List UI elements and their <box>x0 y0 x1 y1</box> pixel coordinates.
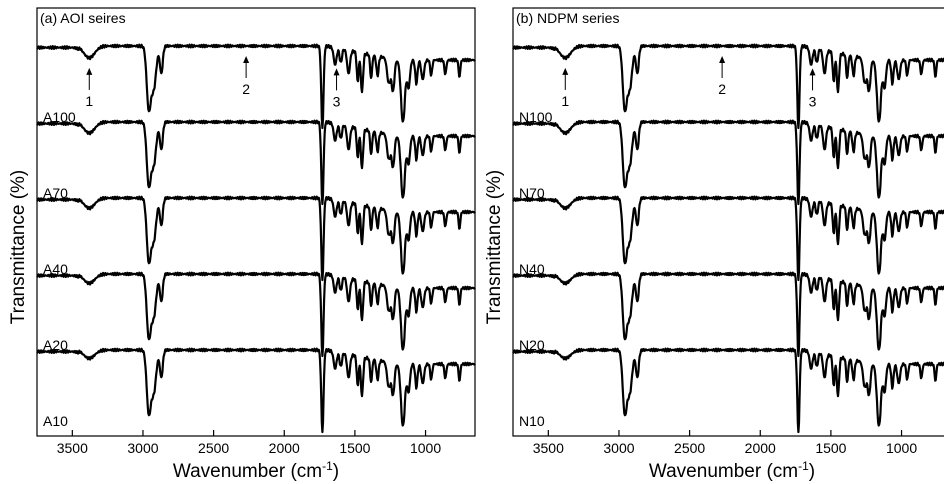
annotation-label: 1 <box>85 93 93 109</box>
x-axis-label-b: Wavenumber (cm-1) <box>649 459 815 482</box>
panel-b-series: N100 N70 N40 N20 N10 <box>512 43 944 434</box>
spectrum-n20 <box>512 271 944 358</box>
x-tick-label: 2500 <box>198 440 229 456</box>
x-tick-label: 3000 <box>603 440 634 456</box>
x-tick-label: 3500 <box>533 440 564 456</box>
series-label-n70: N70 <box>519 185 545 201</box>
x-tick-label: 1500 <box>815 440 846 456</box>
x-tick-label: 2000 <box>269 440 300 456</box>
annotation-label: 2 <box>718 81 726 97</box>
annotation-label: 3 <box>809 93 817 109</box>
spectrum-n100 <box>512 43 944 130</box>
annotation-arrowhead <box>243 56 250 63</box>
series-label-n10: N10 <box>519 413 545 429</box>
x-tick-label: 2500 <box>674 440 705 456</box>
annotation-label: 1 <box>561 93 569 109</box>
panel-a-annotations: 1 2 3 <box>85 56 341 109</box>
annotation-arrowhead <box>333 68 340 76</box>
series-label-a70: A70 <box>43 185 68 201</box>
series-label-n100: N100 <box>519 109 553 125</box>
x-tick-label: 3500 <box>57 440 88 456</box>
series-label-a20: A20 <box>43 337 68 353</box>
spectrum-a100 <box>36 43 476 130</box>
panel-b-title: (b) NDPM series <box>516 10 619 26</box>
spectrum-n70 <box>512 119 944 206</box>
y-axis-label-a: Transmittance (%) <box>8 170 29 325</box>
panel-b: (b) NDPM series 3500 3000 2500 2000 1500 1000… <box>512 7 944 482</box>
panel-a-x-ticks: 3500 3000 2500 2000 1500 1000 <box>57 430 441 456</box>
annotation-arrowhead <box>719 56 726 63</box>
y-axis-label-b: Transmittance (%) <box>484 170 505 325</box>
panel-a-title: (a) AOI seires <box>40 10 126 26</box>
panel-b-frame <box>512 7 944 437</box>
spectrum-n40 <box>512 195 944 282</box>
panel-a: (a) AOI seires 3500 3000 2500 2000 1500 1000 … <box>36 7 476 482</box>
x-tick-label: 1500 <box>339 440 370 456</box>
spectrum-a10 <box>36 347 476 434</box>
series-label-n20: N20 <box>519 337 545 353</box>
panel-b-x-ticks: 3500 3000 2500 2000 1500 1000 <box>533 430 917 456</box>
series-label-n40: N40 <box>519 261 545 277</box>
panel-b-annotations: 1 2 3 <box>561 56 817 109</box>
annotation-arrowhead <box>86 67 93 75</box>
annotation-label: 2 <box>242 81 250 97</box>
series-label-a10: A10 <box>43 413 68 429</box>
x-tick-label: 2000 <box>745 440 776 456</box>
panel-a-series: A100 A70 A40 A20 A10 <box>36 43 476 434</box>
spectrum-a20 <box>36 271 476 358</box>
annotation-arrowhead <box>562 67 569 75</box>
spectrum-n10 <box>512 347 944 434</box>
series-label-a100: A100 <box>43 109 76 125</box>
x-axis-label-a: Wavenumber (cm-1) <box>173 459 339 482</box>
panel-a-frame <box>36 7 476 437</box>
annotation-arrowhead <box>809 68 816 76</box>
x-tick-label: 1000 <box>410 440 441 456</box>
spectrum-a40 <box>36 195 476 282</box>
series-label-a40: A40 <box>43 261 68 277</box>
spectrum-a70 <box>36 119 476 206</box>
x-tick-label: 1000 <box>886 440 917 456</box>
annotation-label: 3 <box>333 93 341 109</box>
x-tick-label: 3000 <box>127 440 158 456</box>
